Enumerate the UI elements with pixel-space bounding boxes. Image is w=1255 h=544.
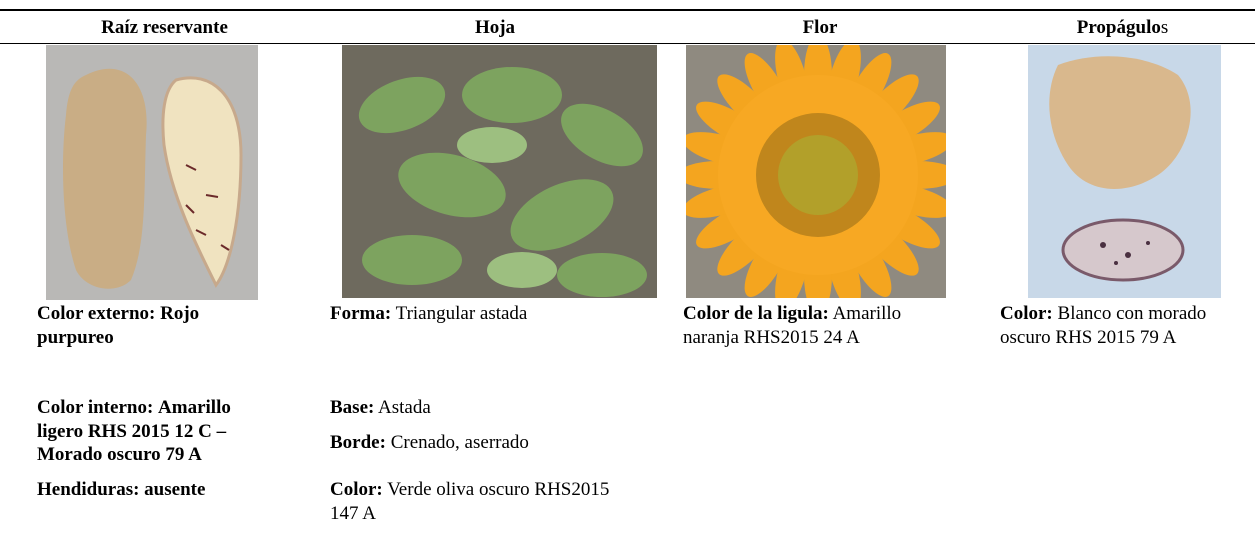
header-text: Flor <box>802 17 838 38</box>
flower-photo <box>686 45 946 298</box>
header-text: Raíz reservante <box>101 17 228 38</box>
description: Forma: Triangular astada <box>330 302 630 326</box>
description-text: Astada <box>378 397 431 418</box>
header: Flor <box>680 17 960 39</box>
description-text: Verde oliva oscuro RHS2015 147 A <box>330 479 610 524</box>
propagule-photo <box>1028 45 1221 298</box>
leaf-photo <box>342 45 657 298</box>
description-label: Color de la ligula: <box>683 303 829 324</box>
top-rule <box>0 9 1255 11</box>
description-text: Triangular astada <box>395 303 528 324</box>
root-photo <box>46 45 258 300</box>
description: Color: Verde oliva oscuro RHS2015 147 A <box>330 478 630 525</box>
description-label: Base: <box>330 397 375 418</box>
description: Color: Blanco con morado oscuro RHS 2015… <box>1000 302 1240 349</box>
description: Color interno: Amarillo ligero RHS 2015 … <box>37 396 277 467</box>
description-text: Amarillo ligero RHS 2015 12 C – Morado o… <box>37 397 231 465</box>
description-label: Borde: <box>330 432 386 453</box>
header-rule <box>0 43 1255 44</box>
header-text: Propágulo <box>1076 17 1161 38</box>
description: Base: Astada <box>330 396 630 420</box>
description-text: Crenado, aserrado <box>390 432 529 453</box>
description: Color externo: Rojo purpureo <box>37 302 277 349</box>
description-label: Forma: <box>330 303 392 324</box>
header: Propágulos <box>990 17 1255 39</box>
description-text: Rojo purpureo <box>37 303 200 348</box>
header: Raíz reservante <box>37 17 292 39</box>
header-text: s <box>1160 17 1169 38</box>
description-text: ausente <box>144 479 206 500</box>
header: Hoja <box>330 17 660 39</box>
description-label: Color: <box>1000 303 1053 324</box>
description-label: Color interno: <box>37 397 154 418</box>
header-text: Hoja <box>474 17 516 38</box>
description: Hendiduras: ausente <box>37 478 277 502</box>
description-text: Blanco con morado oscuro RHS 2015 79 A <box>1000 303 1207 348</box>
description: Color de la ligula: Amarillo naranja RHS… <box>683 302 933 349</box>
description-label: Color: <box>330 479 383 500</box>
description-label: Hendiduras: <box>37 479 140 500</box>
description-text: Amarillo naranja RHS2015 24 A <box>683 303 902 348</box>
description: Borde: Crenado, aserrado <box>330 431 630 455</box>
description-label: Color externo: <box>37 303 156 324</box>
